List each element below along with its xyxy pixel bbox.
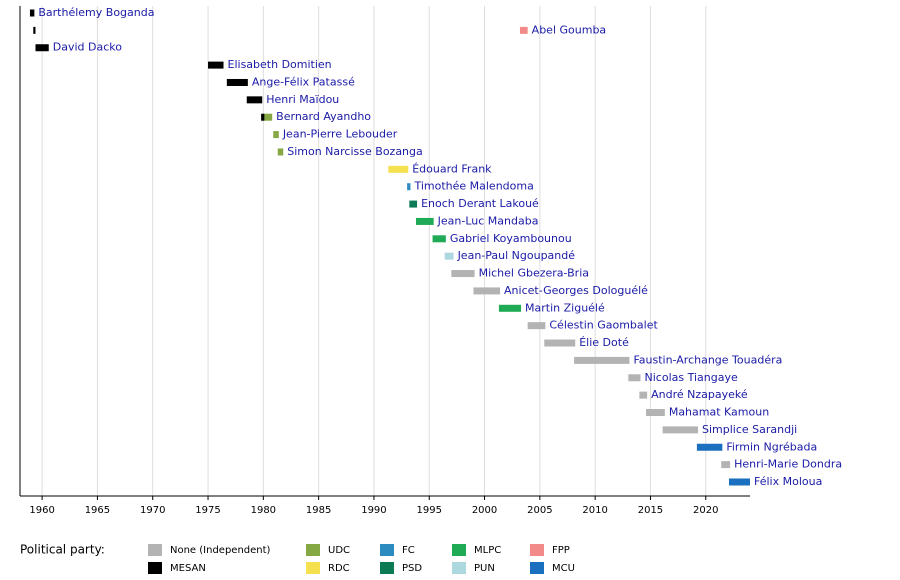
legend-label: None (Independent) (170, 545, 271, 556)
x-tick-label: 1975 (195, 505, 220, 516)
x-tick-label: 1985 (306, 505, 331, 516)
term-bar (277, 148, 284, 156)
x-tick-label: 2010 (582, 505, 607, 516)
row-label: Mahamat Kamoun (669, 406, 769, 419)
row-label: Célestin Gaombalet (549, 319, 658, 332)
term-bar (574, 356, 630, 364)
term-bar (527, 322, 546, 330)
row-label: Martin Ziguélé (525, 301, 605, 314)
row-label: Anicet-Georges Dologuélé (504, 284, 648, 297)
legend-label: MLPC (474, 545, 501, 556)
x-tick-label: 2000 (472, 505, 497, 516)
row-label: Nicolas Tiangaye (645, 371, 738, 384)
term-bar (451, 270, 475, 278)
term-bar (409, 200, 418, 208)
row-label: Jean-Paul Ngoupandé (457, 249, 576, 262)
row-label: Simplice Sarandji (702, 423, 797, 436)
legend-swatch (148, 544, 162, 556)
row-label: Bernard Ayandho (276, 110, 371, 123)
term-bar (498, 304, 522, 312)
legend-label: PSD (402, 563, 422, 574)
row-label: Jean-Luc Mandaba (437, 214, 539, 227)
row-label: Michel Gbezera-Bria (479, 267, 589, 280)
legend-swatch (148, 562, 162, 574)
term-bar (662, 426, 699, 434)
legend-label: UDC (328, 545, 350, 556)
term-bar (646, 409, 665, 417)
legend-swatch (452, 562, 466, 574)
legend-label: FC (402, 545, 415, 556)
x-tick-label: 2005 (527, 505, 552, 516)
row-label: Ange-Félix Patassé (252, 75, 355, 88)
legend-label: RDC (328, 563, 350, 574)
legend-swatch (530, 544, 544, 556)
row-label: Barthélemy Boganda (38, 6, 154, 19)
term-bar (246, 96, 263, 104)
term-bar (728, 478, 750, 486)
legend-swatch (452, 544, 466, 556)
row-label: Gabriel Koyambounou (450, 232, 572, 245)
term-bar (544, 339, 576, 347)
row-label: Timothée Malendoma (413, 180, 533, 193)
row-label: Faustin-Archange Touadéra (633, 353, 782, 366)
x-tick-label: 1960 (29, 505, 54, 516)
term-bar (473, 287, 501, 295)
term-bar (29, 9, 35, 17)
row-label: Firmin Ngrébada (726, 440, 817, 453)
row-label: David Dacko (53, 41, 122, 54)
row-label: Abel Goumba (532, 23, 607, 36)
row-label: Elisabeth Domitien (228, 58, 332, 71)
term-bar (444, 252, 454, 260)
legend-swatch (380, 544, 394, 556)
row-label: Élie Doté (579, 336, 629, 349)
row-label: Enoch Derant Lakoué (421, 197, 539, 210)
term-bar (407, 183, 411, 191)
term-bar (415, 217, 434, 225)
row-label: Henri Maïdou (266, 93, 339, 106)
term-bar (264, 113, 273, 121)
legend-swatch (306, 544, 320, 556)
term-bar (33, 26, 36, 34)
x-tick-label: 1980 (251, 505, 276, 516)
row-label: André Nzapayeké (651, 388, 748, 401)
legend-title: Political party: (20, 543, 105, 557)
x-tick-label: 2020 (693, 505, 718, 516)
term-bar (226, 78, 248, 86)
term-bar (208, 61, 224, 69)
row-label: Henri-Marie Dondra (734, 458, 842, 471)
legend-label: MESAN (170, 563, 206, 574)
x-tick-label: 1995 (417, 505, 442, 516)
row-label: Simon Narcisse Bozanga (287, 145, 423, 158)
legend-swatch (530, 562, 544, 574)
legend-label: PUN (474, 563, 495, 574)
legend-swatch (380, 562, 394, 574)
term-bar (261, 113, 265, 121)
term-bar (721, 461, 731, 469)
legend-label: FPP (552, 545, 570, 556)
legend-swatch (306, 562, 320, 574)
row-label: Félix Moloua (754, 475, 822, 488)
row-label: Édouard Frank (412, 162, 492, 175)
x-tick-label: 1990 (361, 505, 386, 516)
term-bar (628, 374, 641, 382)
x-tick-label: 2015 (638, 505, 663, 516)
term-bar (432, 235, 446, 243)
term-bar (639, 391, 648, 399)
term-bar (388, 165, 409, 173)
row-label: Jean-Pierre Lebouder (282, 128, 398, 141)
term-bar (696, 443, 723, 451)
term-bar (35, 44, 49, 52)
term-bar (273, 131, 279, 139)
x-tick-label: 1965 (85, 505, 110, 516)
term-bar (519, 26, 528, 34)
legend-label: MCU (552, 563, 575, 574)
x-tick-label: 1970 (140, 505, 165, 516)
